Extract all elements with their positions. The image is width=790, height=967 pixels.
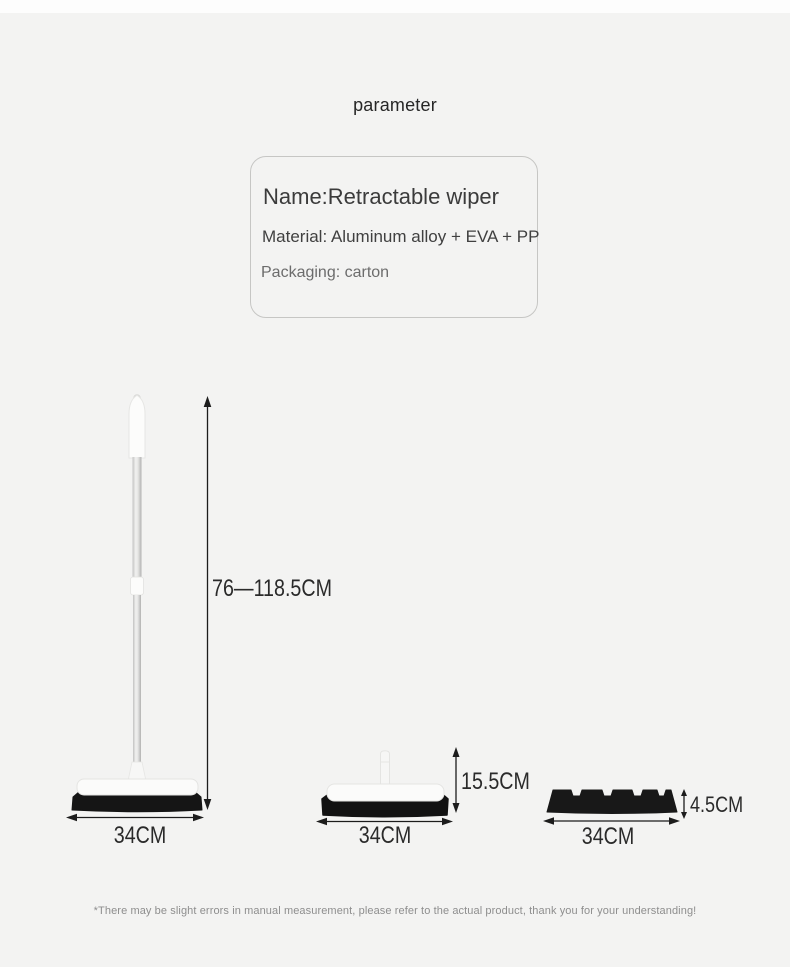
- wiper-head-illustration: [321, 750, 449, 818]
- stub-handle: [380, 750, 390, 787]
- height-label-extended: 76—118.5CM: [212, 575, 332, 602]
- blade-strip-illustration: [546, 789, 678, 814]
- pole-upper-section: [132, 457, 142, 579]
- head-bar: [326, 783, 445, 802]
- height-dimension-arrow-head: [452, 747, 460, 813]
- measurement-disclaimer: *There may be slight errors in manual me…: [93, 905, 697, 917]
- height-label-head: 15.5CM: [461, 768, 530, 795]
- width-label-extended: 34CM: [113, 822, 167, 849]
- pole-flare: [127, 761, 147, 782]
- blade-strip: [546, 789, 678, 814]
- width-label-head: 34CM: [358, 822, 412, 849]
- width-dimension-arrow-full: [66, 813, 204, 822]
- top-white-strip: [0, 0, 790, 13]
- head-bar-full: [76, 778, 199, 796]
- blade-full: [71, 790, 203, 813]
- handle-grip: [128, 394, 146, 459]
- height-dimension-arrow-blade: [681, 789, 687, 819]
- pole-lower-section: [133, 595, 141, 764]
- height-label-blade: 4.5CM: [690, 792, 744, 817]
- height-dimension-arrow-full: [203, 396, 212, 810]
- width-label-blade: 34CM: [581, 823, 635, 850]
- spec-packaging: Packaging: carton: [261, 264, 390, 281]
- pole-collar: [130, 576, 144, 596]
- spec-box: Name:Retractable wiper Material: Aluminu…: [250, 156, 540, 318]
- page-title: parameter: [353, 95, 437, 115]
- spec-name: Name:Retractable wiper: [263, 184, 499, 209]
- width-dimension-arrow-blade: [543, 817, 680, 825]
- width-dimension-arrow-head: [316, 817, 453, 826]
- spec-material: Material: Aluminum alloy + EVA + PP: [262, 227, 540, 246]
- wiper-extended-illustration: [71, 394, 203, 813]
